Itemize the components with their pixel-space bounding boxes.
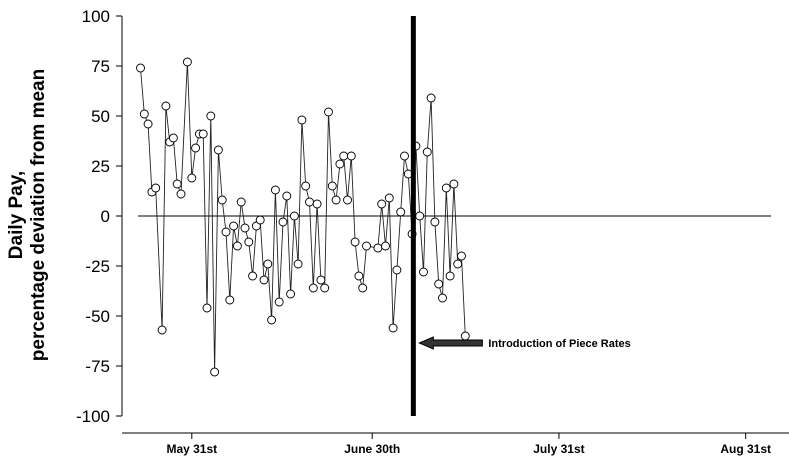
data-point bbox=[198, 129, 208, 139]
data-point bbox=[229, 221, 239, 231]
y-tick-label: 100 bbox=[82, 7, 110, 26]
data-point bbox=[358, 283, 368, 293]
data-point bbox=[286, 289, 296, 299]
data-point bbox=[354, 271, 364, 281]
data-point bbox=[236, 197, 246, 207]
x-tick-label: Aug 31st bbox=[720, 442, 771, 456]
data-point bbox=[460, 331, 470, 341]
data-point bbox=[400, 151, 409, 161]
data-point bbox=[182, 57, 192, 67]
data-point bbox=[430, 217, 440, 227]
y-tick-label: -50 bbox=[85, 307, 110, 326]
data-point bbox=[225, 295, 235, 305]
y-axis-label-line-2: percentage deviation from mean bbox=[28, 69, 49, 361]
data-point bbox=[457, 251, 466, 261]
data-point bbox=[187, 173, 197, 183]
data-point bbox=[415, 211, 425, 221]
data-point bbox=[259, 275, 269, 285]
y-axis-label: Daily Pay, percentage deviation from mea… bbox=[6, 69, 49, 361]
data-point bbox=[316, 275, 326, 285]
data-point bbox=[312, 199, 322, 209]
data-point bbox=[191, 143, 201, 153]
data-point bbox=[139, 109, 149, 119]
y-tick-label: 25 bbox=[91, 157, 110, 176]
data-point bbox=[381, 241, 390, 251]
data-point bbox=[373, 243, 383, 253]
data-point bbox=[308, 283, 318, 293]
data-point bbox=[232, 241, 242, 251]
data-point bbox=[202, 303, 212, 313]
data-point bbox=[297, 115, 307, 125]
x-axis: May 31st June 30th July 31st Aug 31st bbox=[122, 432, 789, 456]
data-point bbox=[377, 199, 387, 209]
data-point bbox=[240, 223, 250, 233]
data-point bbox=[384, 193, 394, 203]
data-point bbox=[331, 195, 341, 205]
y-tick-label: -25 bbox=[85, 257, 110, 276]
data-point bbox=[396, 207, 406, 217]
y-tick-label: 75 bbox=[91, 57, 110, 76]
data-point bbox=[267, 315, 277, 325]
x-tick-label: June 30th bbox=[344, 442, 400, 456]
y-tick-label: -75 bbox=[85, 357, 110, 376]
annotation-arrow bbox=[418, 336, 483, 350]
data-point bbox=[438, 293, 447, 303]
data-point bbox=[136, 63, 145, 73]
x-tick-label: July 31st bbox=[533, 442, 584, 456]
data-point bbox=[426, 93, 436, 103]
data-point bbox=[213, 145, 223, 155]
data-point bbox=[343, 195, 352, 205]
data-point bbox=[320, 283, 330, 293]
data-point bbox=[244, 237, 254, 247]
data-point bbox=[453, 259, 463, 269]
data-point bbox=[445, 271, 455, 281]
data-point bbox=[419, 267, 428, 277]
data-point bbox=[263, 259, 273, 269]
data-point bbox=[161, 101, 171, 111]
annotation-group: Introduction of Piece Rates bbox=[418, 336, 631, 350]
data-point bbox=[441, 183, 451, 193]
data-point bbox=[176, 189, 186, 199]
data-point bbox=[422, 147, 432, 157]
data-point bbox=[293, 259, 303, 269]
data-point bbox=[327, 181, 337, 191]
data-point bbox=[324, 107, 333, 117]
y-axis-label-line-1: Daily Pay, bbox=[6, 171, 27, 259]
data-point bbox=[210, 367, 220, 377]
data-point bbox=[282, 191, 292, 201]
data-point bbox=[221, 227, 231, 237]
y-tick-label: -100 bbox=[76, 407, 110, 426]
data-point bbox=[350, 237, 360, 247]
data-point bbox=[274, 297, 284, 307]
annotation-text: Introduction of Piece Rates bbox=[488, 338, 630, 350]
data-point bbox=[434, 279, 444, 289]
x-tick-label: May 31st bbox=[166, 442, 217, 456]
data-point bbox=[362, 241, 371, 251]
data-point bbox=[172, 179, 182, 189]
data-point bbox=[206, 111, 216, 121]
data-point bbox=[248, 271, 258, 281]
data-point bbox=[157, 325, 167, 335]
data-point bbox=[339, 151, 349, 161]
data-point bbox=[278, 217, 288, 227]
series-group bbox=[136, 57, 470, 377]
data-point bbox=[346, 151, 356, 161]
data-point bbox=[335, 159, 345, 169]
data-point bbox=[255, 215, 265, 225]
data-point bbox=[301, 181, 311, 191]
y-tick-label: 0 bbox=[101, 207, 110, 226]
y-axis: 100 75 50 25 0 -25 -50 -75 -100 bbox=[76, 7, 123, 426]
data-point bbox=[151, 183, 161, 193]
data-point bbox=[388, 323, 398, 333]
y-tick-label: 50 bbox=[91, 107, 110, 126]
data-point bbox=[449, 179, 459, 189]
data-point bbox=[270, 185, 280, 195]
data-point bbox=[168, 133, 178, 143]
data-point bbox=[289, 211, 299, 221]
data-point bbox=[392, 265, 402, 275]
data-point bbox=[143, 119, 153, 129]
data-point bbox=[305, 197, 314, 207]
data-point bbox=[217, 195, 227, 205]
